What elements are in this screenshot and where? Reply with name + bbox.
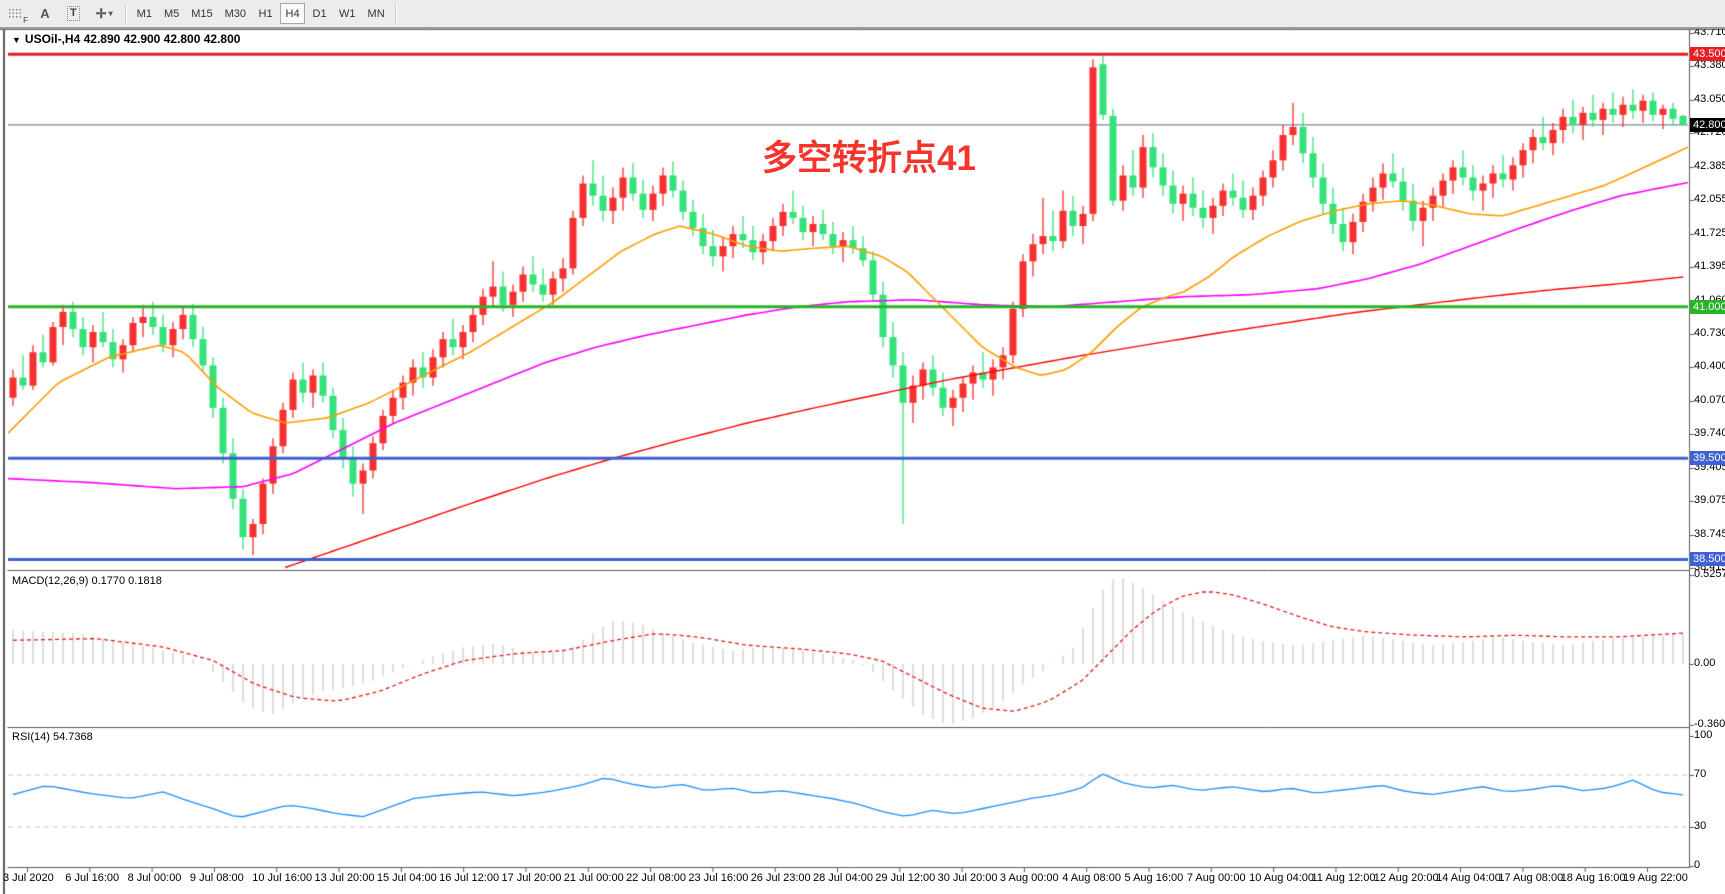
timeframe-d1-button[interactable]: D1 (307, 3, 332, 24)
time-axis-label: 13 Jul 20:00 (314, 872, 375, 884)
time-axis-label: 3 Jul 2020 (3, 872, 54, 884)
price-tick-label: 39.740 (1694, 427, 1725, 440)
timeframe-w1-button[interactable]: W1 (334, 3, 361, 24)
time-axis-label: 19 Aug 22:00 (1623, 872, 1688, 884)
indicators-grid-icon (8, 8, 23, 19)
time-axis-label: 10 Jul 16:00 (252, 872, 313, 884)
text-label-icon: T (67, 6, 80, 21)
chart-text-annotation[interactable]: 多空转折点41 (762, 139, 976, 178)
symbol-dropdown-icon[interactable]: ▼ (12, 35, 21, 45)
price-badge: 43.500 (1690, 47, 1725, 62)
time-axis-label: 23 Jul 16:00 (688, 872, 749, 884)
price-tick-label: 39.075 (1694, 494, 1725, 507)
rsi-indicator-label: RSI(14) 54.7368 (12, 731, 93, 743)
time-axis-label: 6 Jul 16:00 (65, 872, 120, 884)
price-tick-label: 40.070 (1694, 393, 1725, 406)
price-tick-label: 41.725 (1694, 226, 1725, 239)
rsi-tick-label: 0 (1694, 859, 1701, 871)
time-axis-label: 3 Aug 00:00 (999, 872, 1059, 884)
time-axis-label: 21 Jul 00:00 (563, 872, 624, 884)
price-tick-label: 38.745 (1694, 527, 1725, 540)
rsi-tick-label: 70 (1694, 768, 1707, 780)
macd-tick-label: 0.5257 (1694, 567, 1725, 580)
time-axis-label: 10 Aug 04:00 (1249, 872, 1314, 884)
price-badge: 39.500 (1690, 451, 1725, 466)
price-tick-label: 40.730 (1694, 327, 1725, 340)
time-axis-label: 29 Jul 12:00 (875, 872, 936, 884)
price-tick-label: 43.380 (1694, 59, 1725, 72)
time-axis-label: 16 Jul 12:00 (439, 872, 500, 884)
macd-tick-label: 0.00 (1694, 657, 1716, 669)
symbol-ohlc-line: ▼ USOil-,H4 42.890 42.900 42.800 42.800 (12, 32, 240, 46)
time-axis-label: 5 Aug 16:00 (1124, 872, 1184, 884)
toolbar-separator (124, 3, 127, 24)
macd-tick-label: -0.3603 (1694, 717, 1725, 730)
timeframe-h4-button[interactable]: H4 (280, 3, 306, 24)
price-tick-label: 42.385 (1694, 159, 1725, 172)
price-tick-label: 40.400 (1694, 360, 1725, 373)
time-axis-label: 12 Aug 20:00 (1373, 872, 1439, 884)
time-axis-label: 7 Aug 00:00 (1186, 872, 1246, 884)
text-label-button[interactable]: T (60, 3, 87, 25)
timeframe-h1-button[interactable]: H1 (253, 3, 278, 24)
macd-indicator-label: MACD(12,26,9) 0.1770 0.1818 (12, 575, 162, 587)
toolbar-separator (394, 3, 397, 24)
time-axis-label: 17 Aug 08:00 (1498, 872, 1564, 884)
price-tick-label: 43.710 (1694, 26, 1725, 38)
arrow-pointer-button[interactable]: A (32, 3, 58, 25)
chevron-down-icon: ▾ (108, 9, 113, 18)
time-axis-label: 9 Jul 08:00 (189, 872, 244, 884)
timeframe-m30-button[interactable]: M30 (220, 3, 251, 24)
toolbar: F A T ✛ ▾ M1 M5 M15 M30 H1 H4 D1 W1 MN (0, 0, 1725, 29)
timeframe-mn-button[interactable]: MN (363, 3, 390, 24)
time-axis-label: 8 Jul 00:00 (127, 872, 182, 884)
timeframe-m1-button[interactable]: M1 (132, 3, 157, 24)
crosshair-icon: ✛ (95, 5, 107, 21)
price-tick-label: 42.055 (1694, 193, 1725, 206)
arrow-pointer-icon: A (40, 6, 50, 21)
time-axis-label: 17 Jul 20:00 (501, 872, 562, 884)
rsi-tick-label: 30 (1694, 820, 1707, 832)
symbol-ohlc-text: USOil-,H4 42.890 42.900 42.800 42.800 (24, 32, 241, 46)
price-badge: 38.500 (1690, 552, 1725, 567)
time-axis-label: 4 Aug 08:00 (1062, 872, 1121, 884)
time-axis-label: 30 Jul 20:00 (937, 872, 998, 884)
price-tick-label: 43.050 (1694, 92, 1725, 105)
time-axis-label: 14 Aug 04:00 (1436, 872, 1501, 884)
time-axis-label: 28 Jul 04:00 (813, 872, 873, 884)
price-badge: 42.800 (1690, 117, 1725, 132)
price-tick-label: 41.395 (1694, 259, 1725, 272)
time-axis-label: 15 Jul 04:00 (376, 872, 437, 884)
rsi-tick-label: 100 (1694, 729, 1713, 741)
timeframe-m5-button[interactable]: M5 (159, 3, 184, 24)
time-axis-label: 26 Jul 23:00 (750, 872, 811, 884)
time-axis-label: 18 Aug 16:00 (1560, 872, 1626, 884)
time-axis-label: 11 Aug 12:00 (1311, 872, 1376, 884)
price-badge: 41.000 (1690, 299, 1725, 314)
indicators-grid-letter: F (23, 15, 28, 25)
timeframe-m15-button[interactable]: M15 (186, 3, 217, 24)
time-axis-label: 22 Jul 08:00 (626, 872, 686, 884)
crosshair-button[interactable]: ✛ ▾ (89, 3, 120, 25)
indicators-grid-button[interactable]: F (1, 3, 30, 25)
